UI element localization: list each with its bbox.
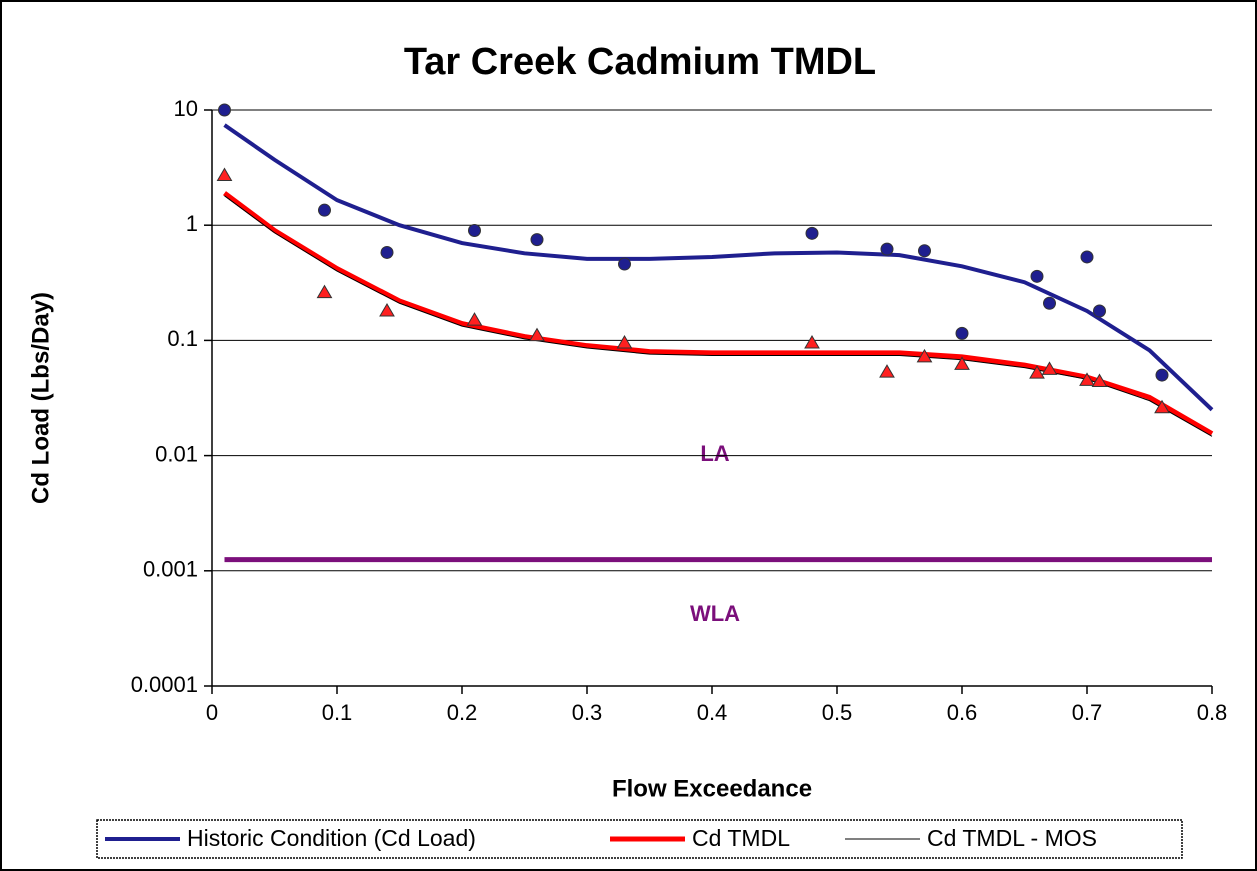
y-tick-label: 0.1: [167, 326, 198, 351]
point: [879, 364, 895, 378]
point: [616, 334, 633, 349]
point: [918, 244, 931, 258]
point: [529, 327, 545, 342]
point: [916, 348, 933, 363]
y-tick-label: 0.0001: [131, 672, 198, 697]
point: [380, 245, 394, 259]
x-axis-label: Flow Exceedance: [612, 775, 812, 802]
point: [1091, 373, 1108, 387]
point: [218, 103, 231, 117]
legend-label: Cd TMDL - MOS: [927, 825, 1097, 851]
x-tick-label: 0.2: [447, 700, 478, 725]
point: [216, 167, 233, 182]
x-tick-label: 0.8: [1197, 700, 1228, 725]
legend-label: Cd TMDL: [692, 825, 790, 851]
y-axis-label: Cd Load (Lbs/Day): [27, 292, 54, 504]
y-tick-label: 10: [174, 96, 198, 121]
point: [1029, 365, 1045, 379]
legend-label: Historic Condition (Cd Load): [187, 825, 476, 851]
x-tick-label: 0.3: [572, 700, 603, 725]
x-tick-label: 0.4: [697, 700, 728, 725]
annotation: WLA: [690, 601, 740, 626]
point: [618, 257, 631, 271]
y-tick-label: 0.001: [143, 557, 198, 582]
point: [1041, 361, 1058, 375]
x-tick-label: 0.5: [822, 700, 853, 725]
point: [1154, 399, 1170, 414]
point: [379, 303, 395, 317]
point: [1079, 372, 1095, 386]
point: [1155, 368, 1169, 382]
x-tick-label: 0.1: [322, 700, 353, 725]
y-tick-label: 0.01: [155, 441, 198, 466]
point: [1080, 250, 1094, 264]
point: [1030, 269, 1044, 283]
point: [955, 326, 969, 340]
point: [804, 334, 820, 349]
point: [805, 226, 819, 240]
point: [1093, 304, 1106, 318]
point: [954, 356, 970, 370]
point: [468, 223, 481, 237]
point: [880, 242, 894, 256]
point: [316, 284, 333, 299]
point: [466, 312, 483, 326]
point: [1043, 296, 1056, 310]
x-tick-label: 0: [206, 700, 218, 725]
y-tick-label: 1: [186, 211, 198, 236]
annotation: LA: [700, 441, 729, 466]
point: [318, 203, 331, 217]
x-tick-label: 0.7: [1072, 700, 1103, 725]
x-tick-label: 0.6: [947, 700, 978, 725]
line: [223, 123, 1214, 412]
point: [530, 233, 544, 247]
chart-title: Tar Creek Cadmium TMDL: [404, 41, 876, 83]
